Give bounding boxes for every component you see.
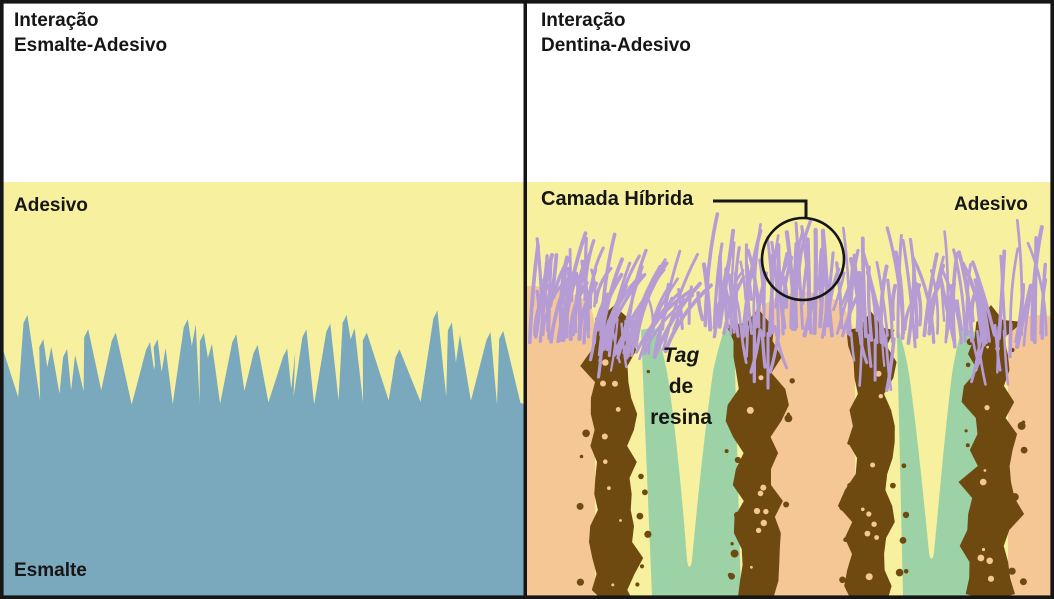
- enamel-label: Esmalte: [14, 560, 87, 581]
- resin-tag-line3: resina: [650, 406, 712, 429]
- resin-tag-1: [632, 279, 747, 567]
- resin-tag-line2: de: [668, 375, 694, 398]
- panel-divider: [523, 0, 527, 599]
- right-panel-title: Interação Dentina-Adesivo: [541, 8, 691, 58]
- left-title-line1: Interação: [14, 10, 99, 31]
- left-panel-title: Interação Esmalte-Adesivo: [14, 8, 167, 58]
- resin-tag-label: Tag de resina: [616, 340, 746, 433]
- right-title-line1: Interação: [541, 10, 626, 31]
- hybrid-layer-annotation: [713, 199, 846, 302]
- resin-tags: [632, 279, 984, 567]
- hybrid-layer-circle: [760, 216, 846, 302]
- hybrid-layer-pointer-line: [713, 199, 808, 218]
- left-adhesive-label: Adesivo: [14, 195, 88, 216]
- resin-tag-2: [876, 279, 984, 559]
- hybrid-layer-label: Camada Híbrida: [541, 188, 694, 210]
- resin-tag-line1: Tag: [662, 344, 700, 367]
- enamel-region: [0, 310, 524, 596]
- left-title-line2: Esmalte-Adesivo: [14, 35, 168, 56]
- right-adhesive-label: Adesivo: [954, 194, 1028, 215]
- peritubular-walls: [576, 305, 1028, 596]
- right-title-line2: Dentina-Adesivo: [541, 35, 691, 56]
